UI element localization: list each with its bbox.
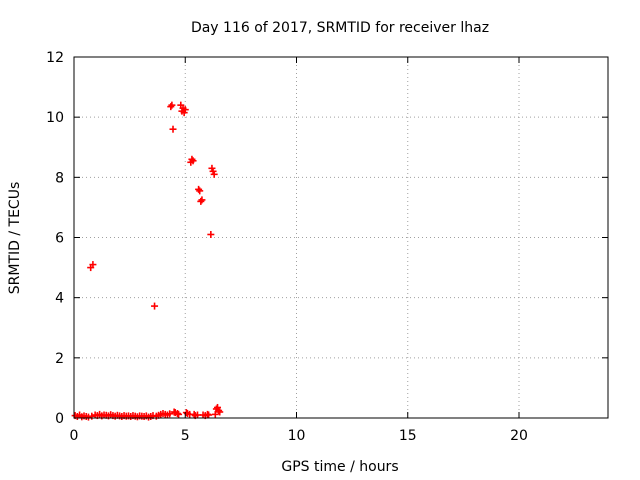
data-point [188, 155, 196, 163]
y-tick-label: 8 [55, 170, 64, 186]
data-points [71, 101, 224, 421]
data-point [211, 410, 219, 418]
grid-lines [74, 57, 608, 418]
x-tick-label: 10 [288, 428, 306, 444]
x-tick-label: 15 [399, 428, 417, 444]
x-tick-label: 0 [70, 428, 79, 444]
data-point [198, 196, 206, 204]
x-axis-label: GPS time / hours [281, 459, 398, 475]
data-point [84, 413, 92, 421]
y-axis-ticks: 0 2 4 6 8 10 12 [46, 50, 608, 427]
data-point [175, 410, 183, 418]
x-tick-label: 20 [510, 428, 528, 444]
chart-title: Day 116 of 2017, SRMTID for receiver lha… [191, 20, 489, 36]
data-point [207, 230, 215, 238]
data-point [173, 409, 181, 417]
data-point [216, 408, 224, 416]
data-point [210, 170, 218, 178]
data-point [196, 187, 204, 195]
x-tick-label: 5 [181, 428, 190, 444]
y-tick-label: 2 [55, 351, 64, 367]
y-tick-label: 10 [46, 110, 64, 126]
x-axis-ticks: 0 5 10 15 20 [70, 57, 528, 444]
data-point [89, 261, 97, 269]
y-tick-label: 0 [55, 411, 64, 427]
data-point [205, 411, 213, 419]
y-tick-label: 4 [55, 291, 64, 307]
data-point [189, 157, 197, 165]
data-point [215, 406, 223, 414]
y-axis-label: SRMTID / TECUs [7, 182, 23, 295]
data-point [166, 410, 174, 418]
data-point [167, 103, 175, 111]
data-point [181, 106, 189, 114]
data-point [151, 302, 159, 310]
y-tick-label: 6 [55, 231, 64, 247]
data-point [168, 101, 176, 109]
data-point [195, 185, 203, 193]
data-point [169, 125, 177, 133]
data-point [197, 197, 205, 205]
y-tick-label: 12 [46, 50, 64, 66]
